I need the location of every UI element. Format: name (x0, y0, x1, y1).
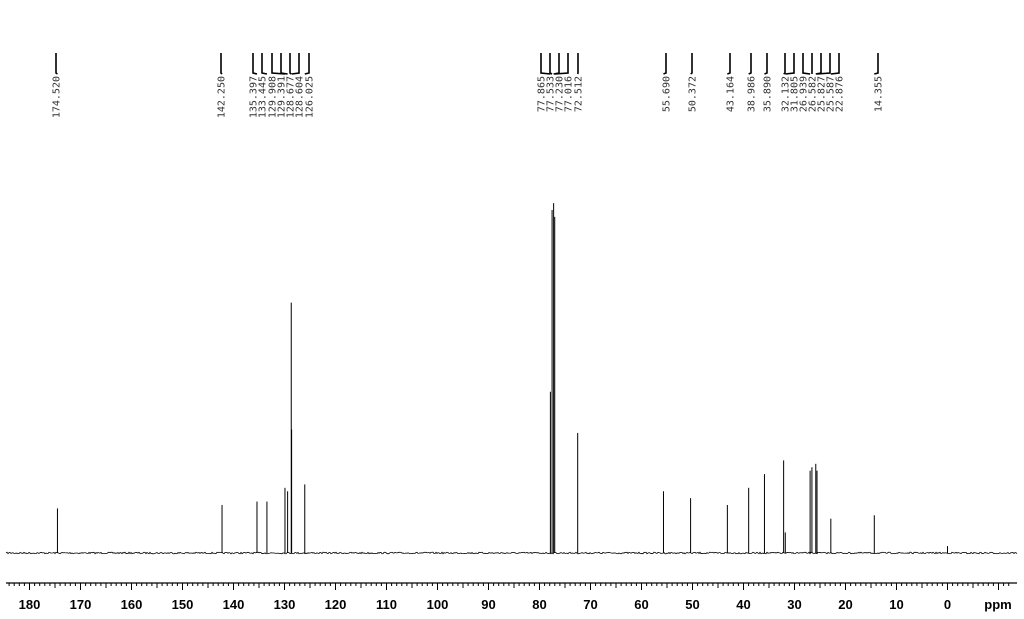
peak-label-leader (802, 53, 811, 75)
peak-label-leader (55, 53, 58, 75)
peak-label-leader (280, 53, 288, 75)
peak-label: 142.250 (217, 76, 228, 118)
peak-label-leader (220, 53, 223, 75)
peak-label-leader (815, 53, 822, 75)
tick-label: 0 (944, 597, 951, 612)
peak-label-leader (289, 53, 292, 75)
peak-label-leader (540, 53, 551, 75)
peak-label-leader (663, 53, 667, 75)
peak-label: 174.520 (52, 76, 63, 118)
peak-label: 77.230 (555, 76, 566, 112)
tick-label: 170 (70, 597, 92, 612)
peak-label: 22.876 (835, 76, 846, 112)
peak-label: 129.391 (277, 76, 288, 118)
peak-label: 77.016 (564, 76, 575, 112)
tick-label: 100 (427, 597, 449, 612)
peak-label-leader (554, 53, 569, 75)
tick-label: 150 (172, 597, 194, 612)
peak-label-leader (690, 53, 693, 75)
peak-label-leader (816, 53, 831, 75)
spectrum-trace-group (5, 203, 1018, 555)
tick-label: 90 (481, 597, 495, 612)
peak-label: 128.604 (295, 76, 306, 118)
peak-label-leader (549, 53, 553, 75)
peak-label-leader (874, 53, 879, 75)
peak-label-leader (291, 53, 300, 75)
peak-label-leader (304, 53, 310, 75)
peak-label: 14.355 (874, 76, 885, 112)
tick-label: 180 (19, 597, 41, 612)
baseline-trace (5, 551, 1018, 555)
peak-label: 50.372 (688, 76, 699, 112)
axis-unit-label: ppm (984, 597, 1011, 612)
tick-label: 140 (223, 597, 245, 612)
peak-label: 31.805 (790, 76, 801, 112)
tick-label: 110 (376, 597, 397, 612)
peak-label: 25.827 (817, 76, 828, 112)
ppm-axis: 180 170 160 150 140 130 120 110 100 90 80 70 60 50 40 3… (6, 582, 1017, 612)
peak-label-leader (271, 53, 286, 75)
peak-label: 133.445 (258, 76, 269, 118)
tick-label: 50 (685, 597, 699, 612)
peak-label-leader (785, 53, 795, 75)
tick-label: 70 (583, 597, 597, 612)
peak-label: 126.025 (305, 76, 316, 118)
tick-label: 60 (634, 597, 648, 612)
tick-label: 30 (787, 597, 801, 612)
tick-label: 130 (274, 597, 296, 612)
peak-label: 43.164 (726, 76, 737, 112)
peak-label: 129.908 (268, 76, 279, 118)
peak-label: 72.512 (574, 76, 585, 112)
peak-label: 135.397 (249, 76, 260, 118)
peak-label: 128.677 (286, 76, 297, 118)
peak-label: 32.132 (781, 76, 792, 112)
peak-label: 77.865 (537, 76, 548, 112)
peak-label: 25.587 (826, 76, 837, 112)
tick-label: 160 (121, 597, 143, 612)
peak-label-leader (764, 53, 768, 75)
peak-label: 35.890 (763, 76, 774, 112)
peak-label-leader (830, 53, 840, 75)
peak-label-leader (727, 53, 731, 75)
tick-label: 80 (532, 597, 546, 612)
peak-label: 55.690 (662, 76, 673, 112)
peak-label-leader (261, 53, 268, 75)
tick-label: 10 (889, 597, 903, 612)
peak-label-leader (783, 53, 786, 75)
tick-label: 120 (325, 597, 347, 612)
tick-label: 20 (838, 597, 852, 612)
peak-label: 38.986 (747, 76, 758, 112)
tick-label: 40 (736, 597, 750, 612)
peak-label-leader (252, 53, 258, 75)
peak-label: 26.582 (808, 76, 819, 112)
peak-label-leader (748, 53, 752, 75)
peak-label: 77.533 (546, 76, 557, 112)
peak-label: 26.939 (799, 76, 810, 112)
peak-label-leader (553, 53, 560, 75)
